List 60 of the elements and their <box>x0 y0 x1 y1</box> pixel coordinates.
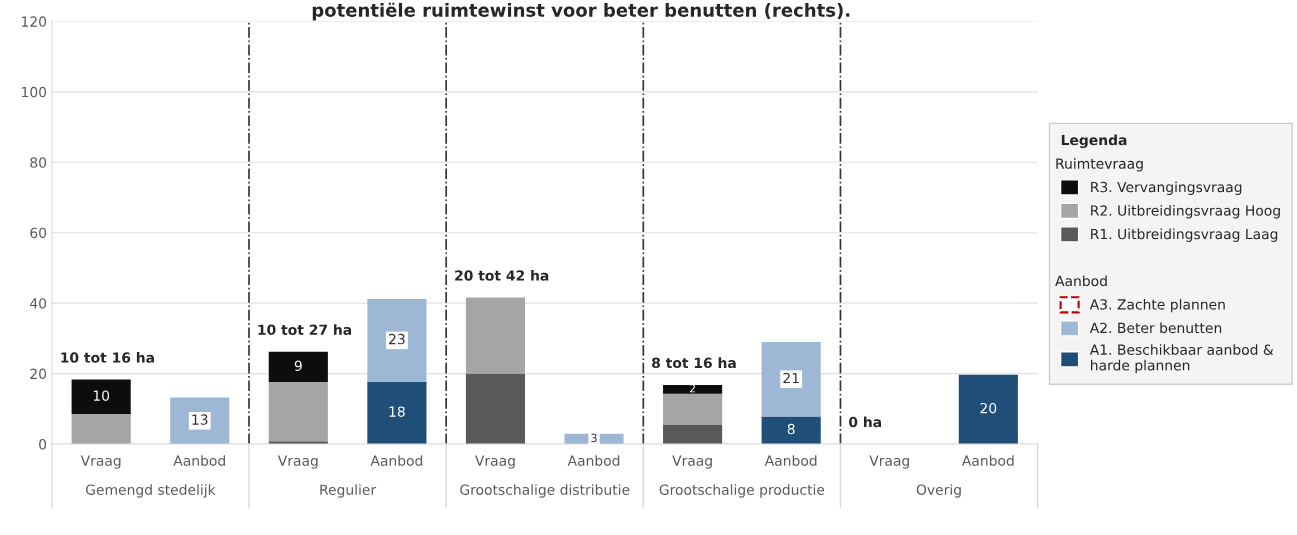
data-label: 10 <box>93 390 110 401</box>
legend-label: A2. Beter benutten <box>1089 322 1222 334</box>
y-tick-label: 100 <box>22 86 47 98</box>
data-label: 18 <box>389 406 405 417</box>
bar <box>367 381 427 445</box>
text: Grootschalige distributie <box>460 484 630 498</box>
y-tick-label: 80 <box>30 157 47 168</box>
bar <box>268 382 328 442</box>
text: Regulier <box>320 484 377 498</box>
annotation: 8 tot 16 ha <box>652 357 736 369</box>
annotation: 20 tot 42 ha <box>455 270 549 281</box>
y-tick-label: 20 <box>30 368 47 380</box>
text: Aanbod <box>1055 275 1107 287</box>
legend-label: R2. Uitbreidingsvraag Hoog <box>1091 205 1280 219</box>
x-tick-label: Vraag <box>277 455 318 469</box>
chart-title: potentiële ruimtewinst voor beter benutten (rechts). <box>312 2 850 21</box>
legend-title: Legenda <box>1061 134 1127 149</box>
x-tick-label: Vraag <box>672 455 712 469</box>
x-tick-label: Aanbod <box>961 455 1014 466</box>
x-tick-label: Aanbod <box>567 455 620 466</box>
bar <box>663 393 723 426</box>
bar <box>761 341 821 417</box>
data-label: 21 <box>783 372 799 384</box>
bar <box>465 373 526 445</box>
data-label: 8 <box>787 423 795 435</box>
data-label: 23 <box>389 333 405 345</box>
data-label: 9 <box>294 360 302 371</box>
y-tick-label: 60 <box>30 227 47 239</box>
bar <box>367 298 427 382</box>
bar <box>663 384 723 394</box>
data-label: 13 <box>192 414 208 425</box>
x-tick-label: Aanbod <box>370 455 423 466</box>
x-tick-label: Vraag <box>869 455 909 469</box>
x-tick-label: Vraag <box>80 455 121 469</box>
text: Overig <box>916 484 961 498</box>
bar <box>268 351 328 383</box>
annotation: 10 tot 27 ha <box>258 324 352 335</box>
bar <box>958 374 1018 445</box>
text: Grootschalige productie <box>659 484 825 498</box>
bar <box>71 379 131 415</box>
data-label: 3 <box>591 433 597 443</box>
bar <box>663 425 723 445</box>
x-tick-label: Aanbod <box>173 455 225 466</box>
bar <box>465 297 526 374</box>
data-label: 20 <box>980 402 997 414</box>
y-tick-label: 40 <box>30 298 47 309</box>
legend-label: R3. Vervangingsvraag <box>1091 181 1242 195</box>
legend-label: A3. Zachte plannen <box>1089 298 1225 313</box>
text: Gemengd stedelijk <box>86 484 216 498</box>
x-tick-label: Aanbod <box>764 455 817 466</box>
y-tick-label: 120 <box>22 16 47 27</box>
legend-label: A1. Beschikbaar aanbod & harde plannen <box>1089 344 1274 374</box>
annotation: 0 ha <box>849 416 882 428</box>
text: Ruimtevraag <box>1056 158 1143 172</box>
annotation: 10 tot 16 ha <box>61 352 154 363</box>
bar <box>71 414 131 445</box>
bar <box>761 416 821 445</box>
y-tick-label: 0 <box>39 439 47 450</box>
legend-label: R1. Uitbreidingsvraag Laag <box>1091 228 1278 242</box>
x-tick-label: Vraag <box>475 455 515 469</box>
